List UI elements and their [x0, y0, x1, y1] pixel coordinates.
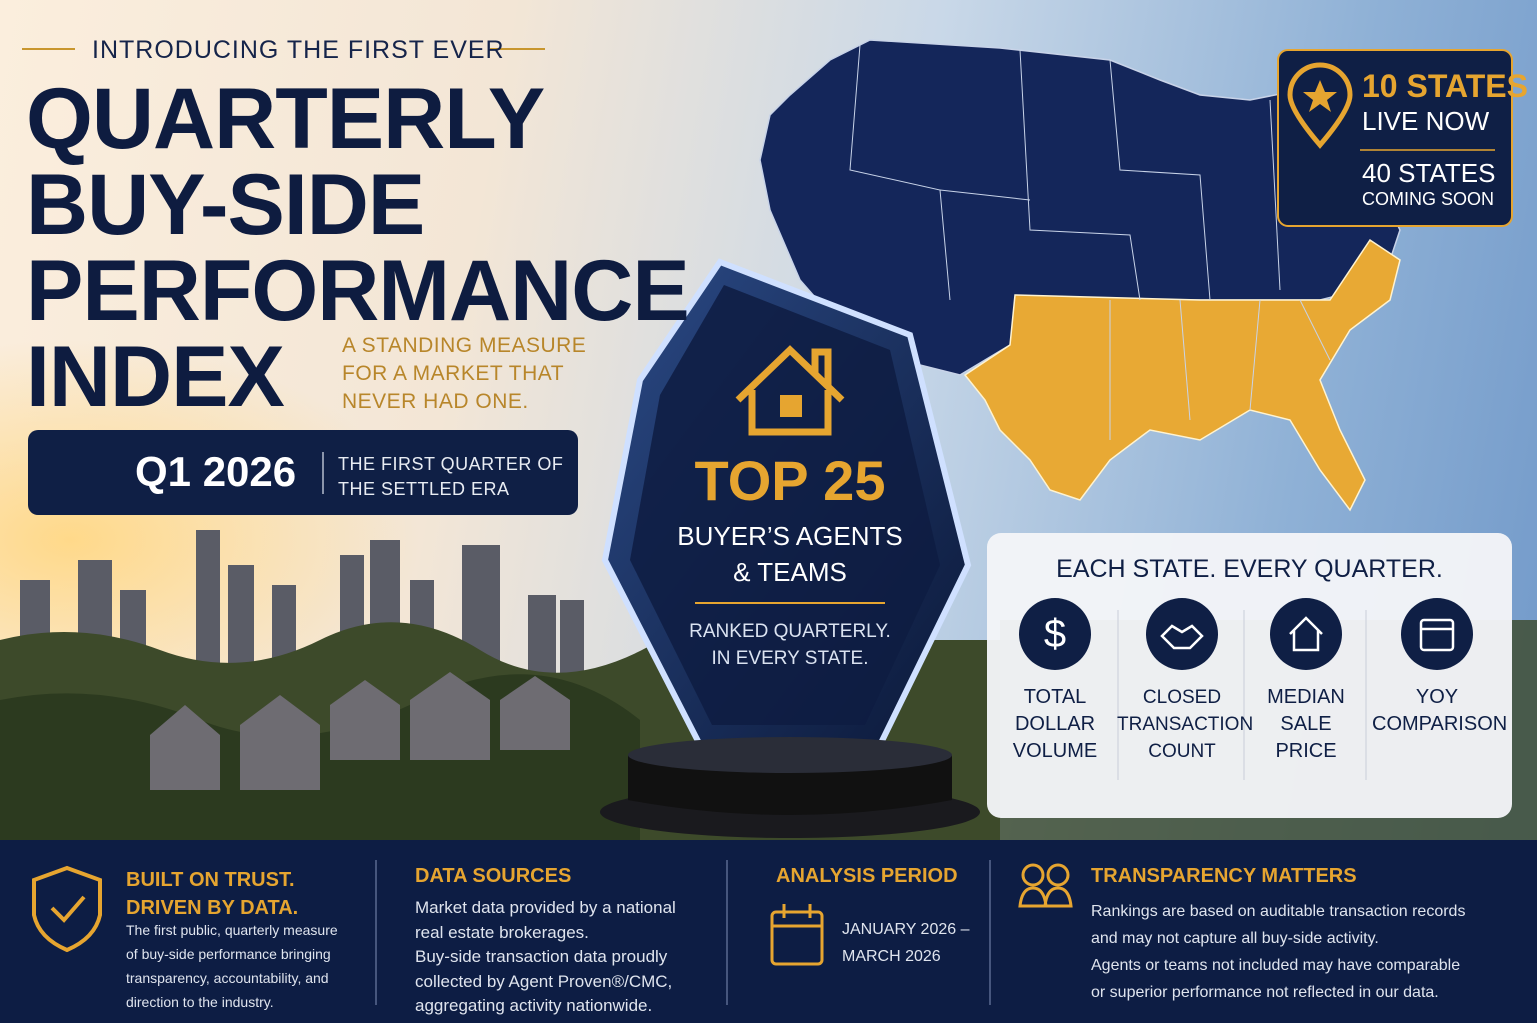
text-line: SALE	[1280, 713, 1332, 735]
star	[1303, 80, 1337, 112]
section-title: DATA SOURCES	[415, 862, 571, 890]
text-line: COUNT	[1148, 741, 1216, 762]
home-icon	[1289, 616, 1323, 652]
text-line: of buy-side performance bringing	[126, 946, 331, 962]
states-badge	[1277, 49, 1513, 227]
text-line: DRIVEN BY DATA.	[126, 897, 299, 919]
trophy-face	[630, 285, 940, 725]
section-title: BUILT ON TRUST. DRIVEN BY DATA.	[126, 866, 298, 922]
text-line: BUY-SIDE	[26, 157, 425, 253]
text-line: collected by Agent Proven®/CMC,	[415, 971, 673, 991]
metric-label: CLOSED TRANSACTION COUNT	[1117, 684, 1254, 765]
section-title: ANALYSIS PERIOD	[776, 862, 958, 890]
text-line: aggregating activity nationwide.	[415, 996, 653, 1015]
text-line: The first public, quarterly measure	[126, 922, 338, 938]
text-line: NEVER HAD ONE.	[342, 390, 529, 413]
text-line: real estate brokerages.	[415, 922, 589, 942]
text-line: QUARTERLY	[26, 71, 545, 167]
quarter: Q1 2026	[135, 448, 297, 495]
metrics-title: EACH STATE. EVERY QUARTER.	[1056, 555, 1443, 583]
soon-note: COMING SOON	[1362, 189, 1495, 209]
period-badge	[28, 430, 578, 515]
text-line: PERFORMANCE	[26, 243, 690, 339]
check	[50, 895, 86, 923]
text-line: THE FIRST QUARTER OF	[338, 454, 564, 474]
text-line: PRICE	[1275, 740, 1337, 762]
text-line: THE SETTLED ERA	[338, 479, 510, 499]
period-note: THE FIRST QUARTER OF THE SETTLED ERA	[338, 452, 563, 502]
dollar-icon: $	[1043, 612, 1067, 656]
text-line: A STANDING MEASURE	[342, 334, 587, 357]
live-note: LIVE NOW	[1362, 106, 1490, 136]
metric-label: TOTAL DOLLAR VOLUME	[990, 684, 1120, 765]
section-body: The first public, quarterly measure of bu…	[126, 918, 338, 1014]
houses	[150, 672, 570, 790]
text-line: YOY	[1415, 686, 1459, 708]
text-line: DATA SOURCES	[415, 865, 572, 887]
pin-icon	[1287, 62, 1353, 149]
text-line: VOLUME	[1012, 740, 1098, 762]
trophy-subtitle: BUYER’S AGENTS & TEAMS	[640, 518, 940, 590]
section-body: Rankings are based on auditable transact…	[1091, 898, 1465, 1006]
calendar-icon	[1419, 618, 1455, 652]
metric-dividers	[1117, 610, 1367, 780]
map-live-states	[963, 238, 1401, 512]
section-body: JANUARY 2026 – MARCH 2026	[842, 916, 969, 970]
soon-count: 40 STATES	[1362, 158, 1496, 188]
text-line: Buy-side transaction data proudly	[415, 947, 668, 966]
text-line: Agents or teams not included may have co…	[1091, 957, 1461, 974]
text-line: TRANSPARENCY MATTERS	[1091, 865, 1357, 887]
text-line: & TEAMS	[733, 557, 847, 587]
metric-label: YOY COMPARISON	[1372, 684, 1508, 738]
text-line: RANKED QUARTERLY.	[689, 621, 891, 642]
footer-dividers	[375, 860, 991, 1005]
trophy-headline: TOP 25	[694, 449, 886, 512]
handshake-icon	[1160, 624, 1204, 650]
text-line: FOR A MARKET THAT	[342, 362, 565, 385]
text-line: JANUARY 2026 –	[842, 921, 970, 938]
section-title: TRANSPARENCY MATTERS	[1091, 862, 1357, 890]
tagline: A STANDING MEASURE FOR A MARKET THAT NEVER…	[342, 332, 586, 416]
footer-band	[0, 840, 1537, 1023]
metric-icons	[1019, 598, 1473, 670]
text-line: Rankings are based on auditable transact…	[1091, 903, 1466, 920]
text-line: TOTAL	[1023, 686, 1087, 708]
kicker: INTRODUCING THE FIRST EVER	[92, 36, 505, 64]
text-line: COMPARISON	[1372, 713, 1508, 735]
text-line: MARCH 2026	[842, 948, 941, 965]
text-line: or superior performance not reflected in…	[1091, 984, 1439, 1001]
text-line: TRANSACTION	[1117, 714, 1254, 735]
text-line: BUYER’S AGENTS	[677, 521, 903, 551]
section-body: Market data provided by a national real e…	[415, 896, 676, 1019]
text-line: transparency, accountability, and	[126, 970, 329, 986]
text-line: ANALYSIS PERIOD	[776, 865, 958, 887]
text-line: Market data provided by a national	[415, 898, 676, 917]
trophy-note: RANKED QUARTERLY. IN EVERY STATE.	[640, 618, 940, 672]
text-line: CLOSED	[1142, 687, 1222, 708]
text-line: and may not capture all buy-side activit…	[1091, 930, 1379, 947]
shield-icon	[32, 865, 102, 953]
text-line: INDEX	[26, 329, 285, 425]
separator	[322, 452, 324, 494]
text-line: DOLLAR	[1014, 713, 1096, 735]
calendar-icon	[770, 904, 824, 966]
text-line: MEDIAN	[1267, 686, 1345, 708]
text-line: BUILT ON TRUST.	[126, 869, 295, 891]
text-line: IN EVERY STATE.	[711, 648, 869, 669]
people-icon	[1018, 863, 1073, 908]
live-count: 10 STATES	[1362, 68, 1528, 104]
pedestal-top	[628, 737, 952, 773]
house-icon	[735, 345, 845, 436]
state-borders	[849, 44, 1331, 440]
metric-label: MEDIAN SALE PRICE	[1241, 684, 1371, 765]
title: QUARTERLY BUY-SIDE PERFORMANCE INDEX	[26, 71, 690, 425]
text-line: direction to the industry.	[126, 994, 274, 1010]
